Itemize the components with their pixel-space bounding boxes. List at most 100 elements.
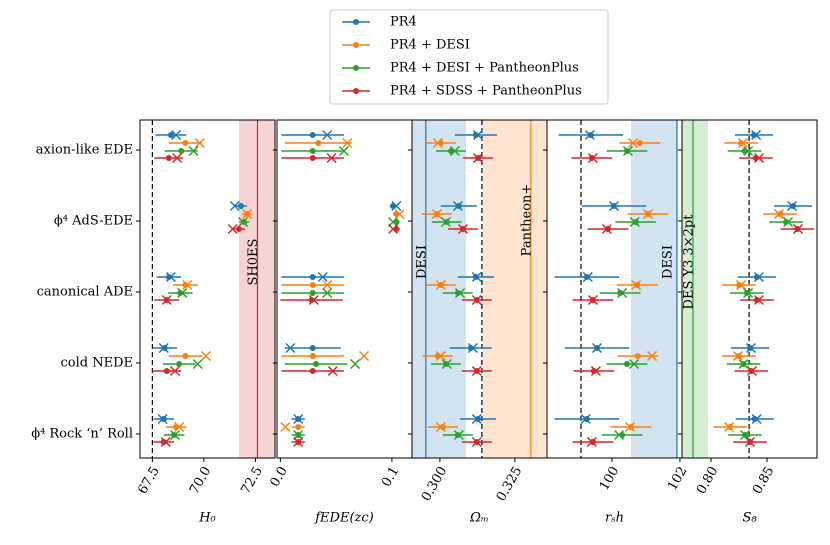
bestfit-marker [647, 350, 658, 362]
panel: 0.0 0.1 fEDE(zc) [268, 119, 413, 526]
bestfit-marker [391, 200, 402, 212]
mean-point [743, 290, 750, 296]
band-label: Pantheon+ [519, 184, 534, 257]
band-label: SH0ES [246, 239, 261, 286]
plot-area [682, 120, 815, 458]
y-tick-label: ϕ⁴ Rock ‘n’ Roll [31, 427, 133, 442]
bestfit-marker [285, 342, 296, 354]
bestfit-marker [172, 152, 183, 164]
bestfit-marker [471, 436, 482, 448]
band-label: DESI [414, 245, 429, 279]
panel-frame [276, 119, 413, 459]
x-axis-label: S₈ [742, 511, 757, 526]
mean-point [623, 361, 630, 367]
bestfit-marker [743, 145, 754, 157]
bestfit-marker [338, 145, 349, 157]
bestfit-marker [586, 436, 597, 448]
bestfit-marker [614, 429, 625, 441]
x-axis-label: H₀ [198, 511, 216, 526]
bestfit-marker [358, 350, 370, 362]
bestfit-marker [322, 129, 333, 141]
bestfit-marker [743, 287, 754, 299]
x-tick-label: 0.80 [694, 464, 721, 497]
bestfit-marker [467, 342, 478, 354]
mean-point [309, 282, 316, 288]
bestfit-marker [745, 342, 757, 354]
bestfit-marker [624, 421, 636, 433]
bestfit-marker [435, 350, 446, 362]
bestfit-marker [580, 413, 591, 425]
bestfit-marker [472, 129, 484, 141]
bestfit-marker [738, 137, 749, 149]
bestfit-marker [738, 358, 749, 370]
bestfit-marker [165, 271, 176, 283]
x-axis-label: fEDE(zc) [314, 511, 374, 526]
bestfit-marker [754, 152, 765, 164]
y-tick-label: cold NEDE [61, 356, 134, 371]
x-tick-label: 0.1 [379, 464, 402, 489]
bestfit-marker [732, 350, 744, 362]
bestfit-marker [587, 294, 598, 306]
bestfit-marker [751, 129, 762, 141]
legend-label: PR4 + DESI [390, 38, 470, 53]
legend-label: PR4 [390, 15, 417, 30]
legend-marker [353, 19, 359, 25]
bestfit-marker [629, 216, 640, 228]
bestfit-marker [160, 436, 171, 448]
panel: SH0ES 67.5 70.0 72.5 H₀ [135, 119, 276, 526]
bestfit-marker [744, 436, 756, 448]
legend-marker [353, 42, 359, 48]
band [412, 120, 466, 458]
plot-area [280, 129, 405, 448]
bestfit-marker [629, 358, 640, 370]
mean-point [235, 226, 242, 232]
bestfit-marker [440, 216, 451, 228]
mean-point [295, 424, 302, 430]
bestfit-marker [174, 421, 185, 433]
mean-point [309, 345, 316, 351]
band [630, 120, 678, 458]
x-axis-label: Ωₘ [469, 511, 489, 526]
bestfit-marker [394, 208, 405, 220]
plot-area [412, 120, 547, 458]
bestfit-marker [435, 421, 446, 433]
mean-point [165, 155, 172, 161]
legend-label: PR4 + DESI + PantheonPlus [390, 61, 579, 76]
bestfit-marker [773, 208, 785, 220]
bestfit-marker [793, 223, 804, 235]
bestfit-marker [238, 216, 249, 228]
x-tick-label: 102 [665, 464, 690, 493]
bestfit-marker [622, 145, 633, 157]
bestfit-marker [327, 365, 338, 377]
bestfit-marker [171, 129, 182, 141]
x-tick-label: 0.300 [419, 464, 451, 504]
bestfit-marker [188, 145, 199, 157]
x-tick-label: 67.5 [135, 464, 162, 497]
mean-point [178, 148, 185, 154]
mean-point [309, 148, 316, 154]
mean-point [182, 353, 189, 359]
bestfit-marker [170, 429, 181, 441]
bestfit-marker [751, 413, 762, 425]
y-tick-label: canonical ADE [37, 285, 133, 300]
plot-area [554, 120, 678, 458]
bestfit-marker [242, 208, 253, 220]
mean-point [309, 368, 316, 374]
mean-point [309, 132, 316, 138]
y-tick-label: ϕ⁴ AdS-EDE [54, 214, 133, 229]
legend-marker [353, 65, 359, 71]
bestfit-marker [471, 271, 482, 283]
mean-point [634, 353, 641, 359]
mean-point [309, 274, 316, 280]
bestfit-marker [453, 429, 464, 441]
bestfit-marker [432, 137, 443, 149]
bestfit-marker [590, 365, 601, 377]
bestfit-marker [157, 413, 168, 425]
bestfit-marker [431, 208, 442, 220]
x-axis-label: rₛh [605, 511, 624, 526]
bestfit-marker [192, 358, 203, 370]
bestfit-marker [582, 271, 593, 283]
panel: DESI Pantheon+ 0.300 0.325 Ωₘ [408, 119, 548, 526]
bestfit-marker [591, 342, 603, 354]
